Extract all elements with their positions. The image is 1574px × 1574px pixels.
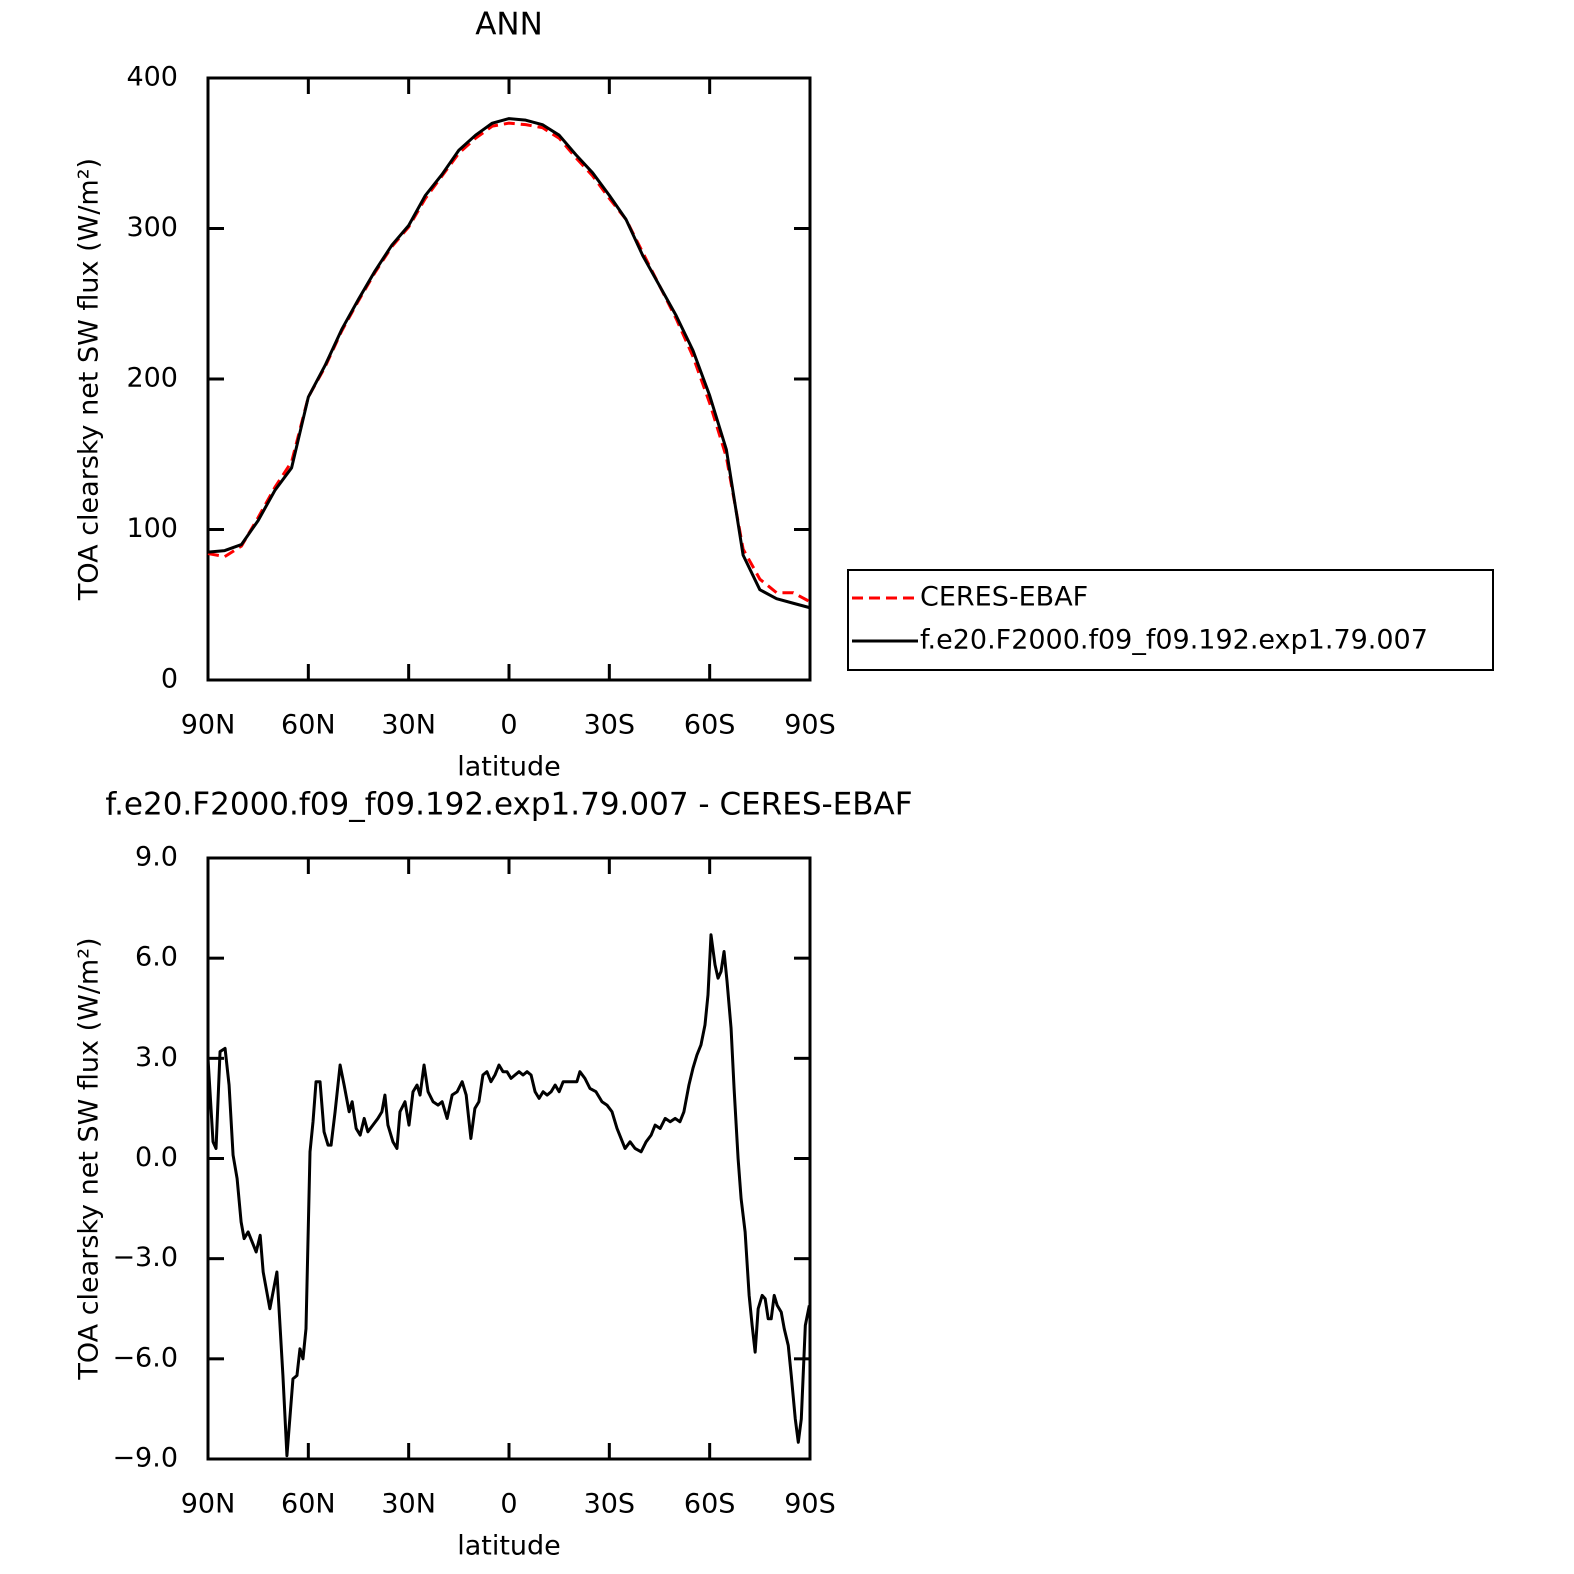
x-tick-label: 60S (684, 1489, 736, 1520)
x-axis-label: latitude (457, 752, 561, 783)
y-tick-label: 300 (126, 212, 178, 243)
y-tick-label: 0.0 (135, 1142, 178, 1173)
x-tick-label: 30S (584, 1489, 636, 1520)
x-axis-label: latitude (457, 1531, 561, 1562)
y-tick-label: 100 (126, 513, 178, 544)
y-tick-label: −9.0 (112, 1443, 178, 1474)
x-tick-label: 30N (381, 710, 436, 741)
y-tick-label: 9.0 (135, 842, 178, 873)
y-tick-label: 0 (161, 664, 178, 695)
y-tick-label: 400 (126, 62, 178, 93)
legend-box (847, 569, 1494, 671)
x-tick-label: 60N (281, 1489, 336, 1520)
data-line (207, 117, 811, 610)
data-line (207, 121, 811, 604)
legend-label: CERES-EBAF (920, 582, 1088, 613)
y-tick-label: −3.0 (112, 1242, 178, 1273)
y-axis-label: TOA clearsky net SW flux (W/m²) (74, 937, 105, 1380)
legend-label: f.e20.F2000.f09_f09.192.exp1.79.007 (920, 625, 1428, 656)
x-tick-label: 90N (181, 710, 236, 741)
x-tick-label: 90S (784, 1489, 836, 1520)
x-tick-label: 30N (381, 1489, 436, 1520)
x-tick-label: 60S (684, 710, 736, 741)
chart-title: f.e20.F2000.f09_f09.192.exp1.79.007 - CE… (105, 787, 912, 823)
y-tick-label: −6.0 (112, 1342, 178, 1373)
y-tick-label: 6.0 (135, 942, 178, 973)
x-tick-label: 30S (584, 710, 636, 741)
x-tick-label: 90S (784, 710, 836, 741)
x-tick-label: 0 (500, 1489, 517, 1520)
y-tick-label: 200 (126, 363, 178, 394)
x-tick-label: 0 (500, 710, 517, 741)
chart-title: ANN (475, 7, 543, 43)
data-line (206, 933, 811, 1458)
y-axis-label: TOA clearsky net SW flux (W/m²) (74, 158, 105, 601)
plot-frame (206, 76, 812, 682)
x-tick-label: 60N (281, 710, 336, 741)
x-tick-label: 90N (181, 1489, 236, 1520)
y-tick-label: 3.0 (135, 1042, 178, 1073)
